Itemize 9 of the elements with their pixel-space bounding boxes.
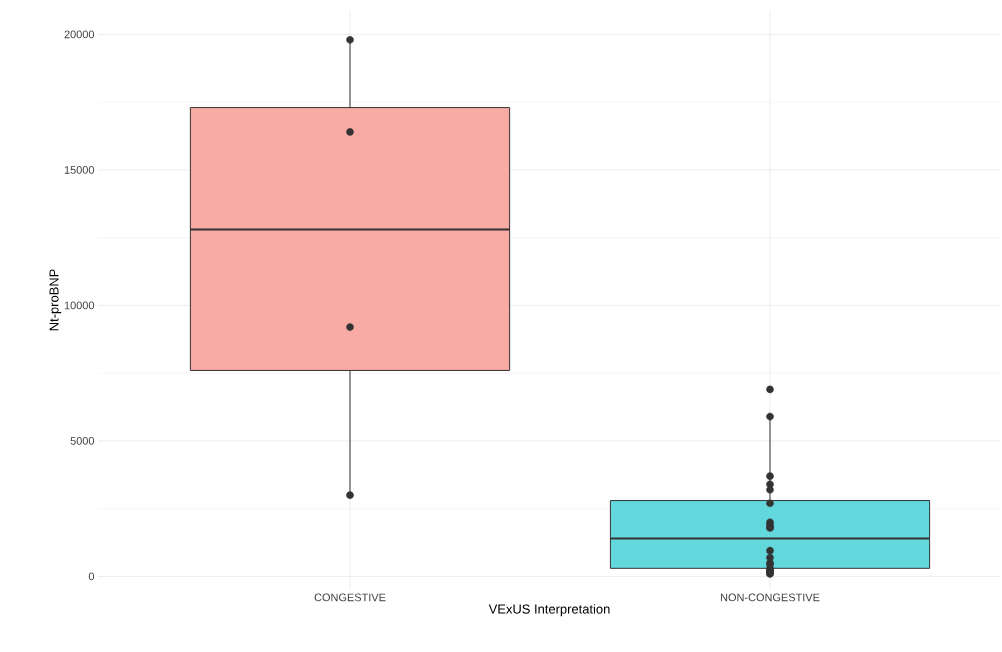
y-tick-label: 20000 — [64, 30, 95, 39]
y-axis-title: Nt-proBNP — [49, 269, 62, 331]
x-tick-label: NON-CONGESTIVE — [720, 593, 820, 602]
x-tick-label: CONGESTIVE — [314, 593, 386, 602]
y-tick-label: 0 — [88, 572, 95, 581]
y-tick-label: 15000 — [64, 166, 95, 174]
x-axis-title: VExUS Interpretation — [488, 604, 610, 617]
y-tick-label: 5000 — [70, 437, 95, 445]
y-tick-label: 10000 — [64, 301, 95, 310]
